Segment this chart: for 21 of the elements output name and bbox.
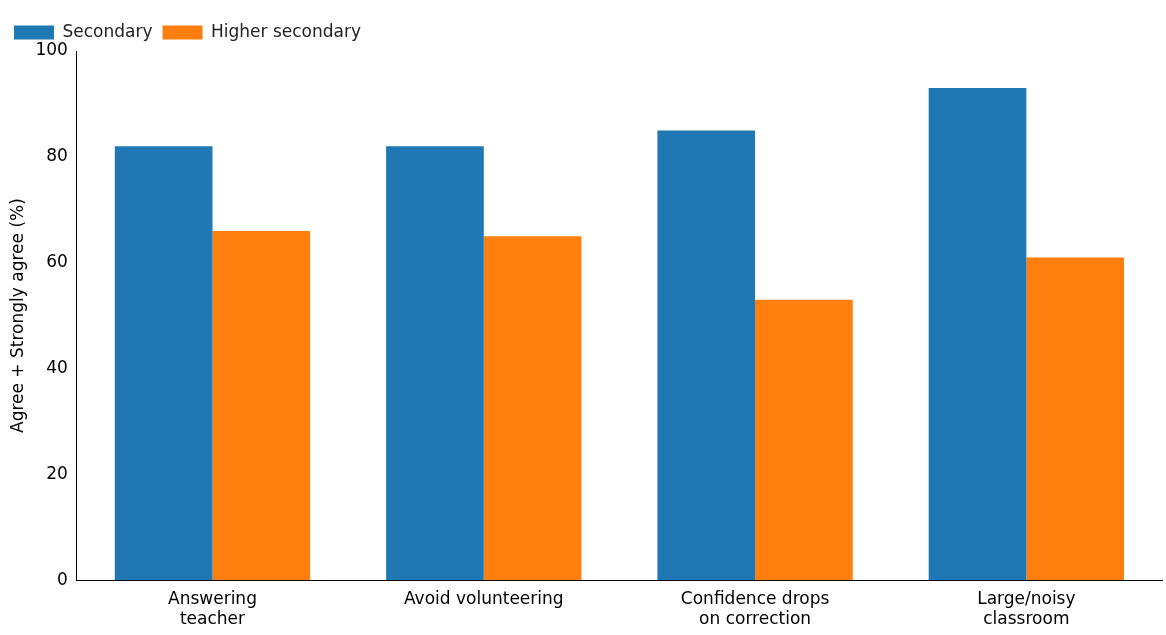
bar [386,146,484,581]
x-tick-label: Large/noisy classroom [977,587,1076,629]
bar [755,299,853,581]
legend-label: Secondary [62,20,153,41]
y-tick-label: 80 [46,145,68,166]
y-tick-label: 60 [46,251,68,272]
y-tick-label: 40 [46,356,68,377]
bar [212,230,311,581]
x-tick-label: Avoid volunteering [403,587,564,608]
bar [657,130,756,581]
bar [114,146,213,581]
legend-label: Higher secondary [211,20,362,41]
y-axis-title: Agree + Strongly agree (%) [6,198,27,433]
y-tick-label: 100 [35,39,68,60]
bar [483,236,582,581]
x-tick-label: Answering teacher [168,587,257,629]
y-tick-label: 0 [57,568,68,589]
x-tick-label: Confidence drops on correction [680,587,830,629]
bar [928,88,1027,581]
bar [1026,257,1125,581]
y-tick-label: 20 [46,462,68,483]
